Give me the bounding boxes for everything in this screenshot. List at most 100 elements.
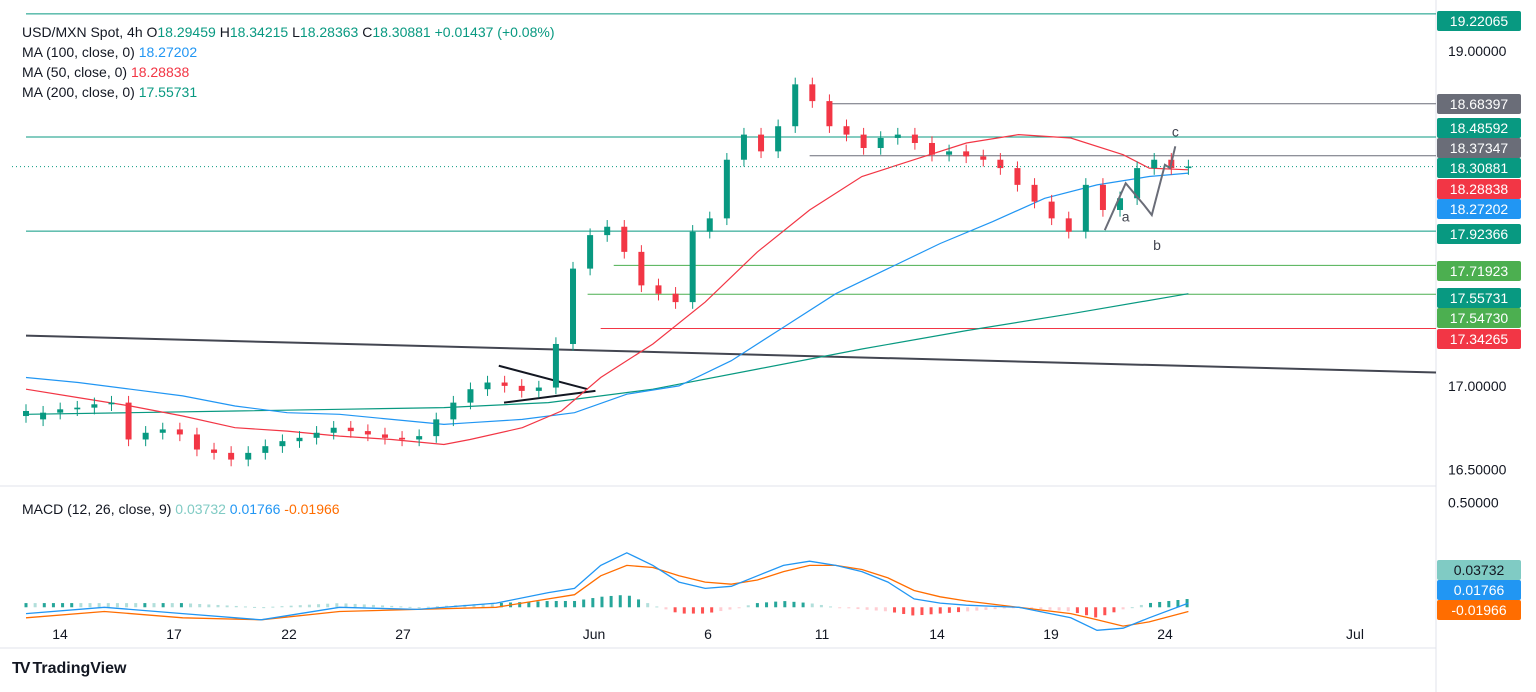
candle[interactable] <box>792 84 799 127</box>
candle[interactable] <box>655 285 662 294</box>
candle[interactable] <box>809 84 816 102</box>
candle[interactable] <box>313 432 320 438</box>
price-tag-label: 18.37347 <box>1450 140 1509 156</box>
ma100-line[interactable] <box>25 172 1189 426</box>
price-tag <box>1437 11 1521 31</box>
tradingview-branding[interactable]: TV TradingView <box>12 660 126 678</box>
candle[interactable] <box>450 402 457 420</box>
ma50-line[interactable] <box>25 133 1189 446</box>
candle[interactable] <box>1065 218 1072 232</box>
candle[interactable] <box>330 427 337 433</box>
histogram-bar <box>902 607 906 614</box>
candle[interactable] <box>176 429 183 435</box>
candle[interactable] <box>706 218 713 232</box>
time-tick-label: 11 <box>815 626 830 642</box>
candle[interactable] <box>552 343 559 388</box>
ma200-legend[interactable]: MA (200, close, 0) 17.55731 <box>22 82 197 102</box>
time-tick-label: Jul <box>1346 626 1364 642</box>
price-tick-label: 17.00000 <box>1448 378 1507 394</box>
ma50-legend[interactable]: MA (50, close, 0) 18.28838 <box>22 62 189 82</box>
candle[interactable] <box>843 126 850 135</box>
candle[interactable] <box>621 226 628 252</box>
candle[interactable] <box>1117 198 1124 210</box>
candle[interactable] <box>963 151 970 157</box>
candle[interactable] <box>108 402 115 405</box>
abc-wave-path[interactable] <box>1103 146 1177 231</box>
candle[interactable] <box>347 427 354 432</box>
candle[interactable] <box>433 419 440 437</box>
candle[interactable] <box>381 434 388 438</box>
candle[interactable] <box>1014 168 1021 185</box>
triangle-line[interactable] <box>498 364 588 391</box>
candle[interactable] <box>535 387 542 391</box>
candle[interactable] <box>740 134 747 160</box>
macd-legend[interactable]: MACD (12, 26, close, 9) 0.03732 0.01766 … <box>22 499 340 519</box>
candle[interactable] <box>296 437 303 442</box>
candle[interactable] <box>159 429 166 433</box>
triangle-line[interactable] <box>503 389 596 404</box>
candle[interactable] <box>946 151 953 155</box>
histogram-bar <box>911 607 915 616</box>
candle[interactable] <box>1031 184 1038 202</box>
candle[interactable] <box>1185 166 1192 169</box>
candle[interactable] <box>894 134 901 138</box>
candle[interactable] <box>689 231 696 303</box>
candle[interactable] <box>211 449 218 453</box>
candle[interactable] <box>484 382 491 390</box>
candle[interactable] <box>518 385 525 391</box>
candle[interactable] <box>997 159 1004 169</box>
macd-line[interactable] <box>25 552 1189 631</box>
histogram-bar <box>801 602 805 608</box>
candle[interactable] <box>91 404 98 408</box>
candle[interactable] <box>245 452 252 460</box>
candle[interactable] <box>723 159 730 219</box>
candle[interactable] <box>228 452 235 460</box>
candle[interactable] <box>416 436 423 440</box>
candle[interactable] <box>40 412 47 420</box>
candle[interactable] <box>672 293 679 303</box>
candle[interactable] <box>193 434 200 450</box>
histogram-bar <box>1121 607 1125 610</box>
candle[interactable] <box>860 134 867 149</box>
candle[interactable] <box>142 432 149 440</box>
candle[interactable] <box>826 101 833 127</box>
ma100-legend[interactable]: MA (100, close, 0) 18.27202 <box>22 42 197 62</box>
histogram-bar <box>134 603 138 608</box>
candle[interactable] <box>501 382 508 386</box>
histogram-bar <box>243 606 247 608</box>
candle[interactable] <box>775 126 782 152</box>
candle[interactable] <box>125 402 132 440</box>
candle[interactable] <box>1099 184 1106 210</box>
trendline[interactable] <box>25 334 1437 374</box>
tradingview-logo-icon: TV <box>12 660 31 677</box>
candle[interactable] <box>1048 201 1055 219</box>
signal-line[interactable] <box>25 564 1189 627</box>
candle[interactable] <box>364 431 371 435</box>
candle[interactable] <box>1082 184 1089 232</box>
ma200-line[interactable] <box>25 293 1189 415</box>
candle[interactable] <box>262 446 269 453</box>
candle[interactable] <box>1151 159 1158 169</box>
candle[interactable] <box>587 235 594 269</box>
candle[interactable] <box>570 268 577 344</box>
candle[interactable] <box>467 389 474 403</box>
candle[interactable] <box>279 441 286 447</box>
candle[interactable] <box>980 156 987 160</box>
histogram-bar <box>893 607 897 613</box>
candle[interactable] <box>399 437 406 440</box>
candle[interactable] <box>74 407 81 410</box>
candle[interactable] <box>911 134 918 143</box>
histogram-bar <box>390 605 394 608</box>
histogram-bar <box>847 607 851 609</box>
candle[interactable] <box>23 410 29 417</box>
candle[interactable] <box>928 142 935 155</box>
candle[interactable] <box>57 409 64 413</box>
histogram-bar <box>79 603 83 608</box>
histogram-bar <box>691 607 695 614</box>
candle[interactable] <box>638 251 645 286</box>
candle[interactable] <box>758 134 765 152</box>
candle[interactable] <box>877 137 884 149</box>
candle[interactable] <box>1134 168 1141 199</box>
candle[interactable] <box>604 226 611 236</box>
